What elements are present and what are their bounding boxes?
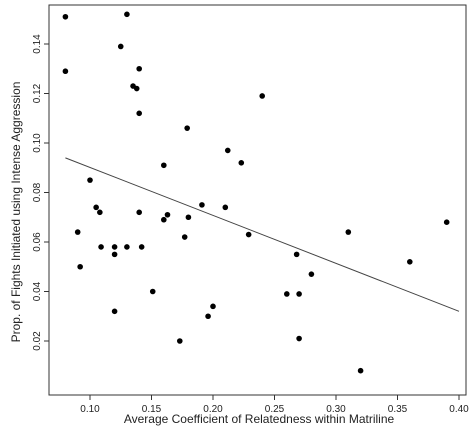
trendline-group: [65, 157, 460, 312]
data-point: [97, 209, 103, 216]
y-tick-label: 0.14: [32, 34, 43, 54]
y-tick-label: 0.06: [32, 232, 43, 252]
data-point: [181, 234, 188, 240]
y-tick-label: 0.02: [32, 331, 43, 351]
x-tick-label: 0.25: [265, 404, 285, 415]
y-axis-ticks: 0.02 0.04 0.06 0.08 0.10 0.12 0.14: [32, 34, 49, 351]
y-tick-label: 0.10: [32, 133, 43, 153]
x-axis-label: Average Coefficient of Relatedness withi…: [124, 412, 395, 426]
data-point: [124, 244, 130, 250]
data-point: [124, 11, 130, 18]
data-point: [345, 229, 352, 235]
data-point: [77, 263, 83, 270]
data-point: [111, 244, 118, 250]
y-axis-label: Prop. of Fights Initiated using Intense …: [9, 82, 23, 343]
data-point: [111, 251, 118, 258]
data-point: [296, 335, 302, 342]
data-point: [222, 204, 229, 211]
x-tick-label: 0.15: [142, 404, 162, 415]
data-point: [136, 110, 142, 117]
data-points: [62, 11, 450, 374]
data-point: [136, 209, 142, 216]
x-tick-label: 0.10: [80, 404, 100, 415]
plot-frame: [48, 4, 467, 396]
data-point: [293, 251, 300, 258]
data-point: [238, 160, 245, 166]
data-point: [245, 231, 252, 238]
data-point: [74, 229, 81, 235]
data-point: [184, 125, 190, 131]
x-tick-label: 0.20: [203, 404, 223, 415]
data-point: [210, 303, 216, 310]
data-point: [98, 244, 104, 250]
x-tick-label: 0.35: [388, 404, 408, 415]
data-point: [199, 202, 205, 208]
data-point: [443, 219, 450, 225]
data-point: [149, 288, 156, 295]
data-point: [407, 259, 413, 265]
data-point: [93, 204, 99, 211]
data-point: [133, 85, 140, 92]
data-point: [224, 147, 231, 154]
y-tick-label: 0.12: [32, 83, 43, 103]
data-point: [111, 308, 118, 315]
x-axis-ticks: 0.10 0.15 0.20 0.25 0.30 0.35 0.40: [80, 395, 469, 415]
data-point: [205, 313, 211, 320]
data-point: [136, 65, 142, 72]
data-point: [87, 177, 93, 183]
data-point: [185, 214, 192, 221]
data-point: [308, 271, 315, 277]
data-point: [62, 68, 69, 75]
y-tick-label: 0.04: [32, 281, 43, 301]
data-point: [117, 43, 124, 50]
data-point: [138, 244, 145, 250]
data-point: [357, 367, 364, 374]
regression-line: [65, 157, 460, 312]
data-point: [161, 162, 167, 169]
data-point: [176, 338, 183, 344]
data-point: [161, 216, 167, 223]
data-point: [296, 291, 302, 297]
plot-area: [48, 4, 467, 396]
x-tick-label: 0.40: [449, 404, 469, 415]
x-tick-label: 0.30: [326, 404, 346, 415]
data-point: [259, 93, 266, 99]
y-tick-label: 0.08: [32, 182, 43, 202]
data-point: [62, 13, 69, 20]
data-point: [284, 291, 290, 297]
data-point: [164, 211, 171, 218]
